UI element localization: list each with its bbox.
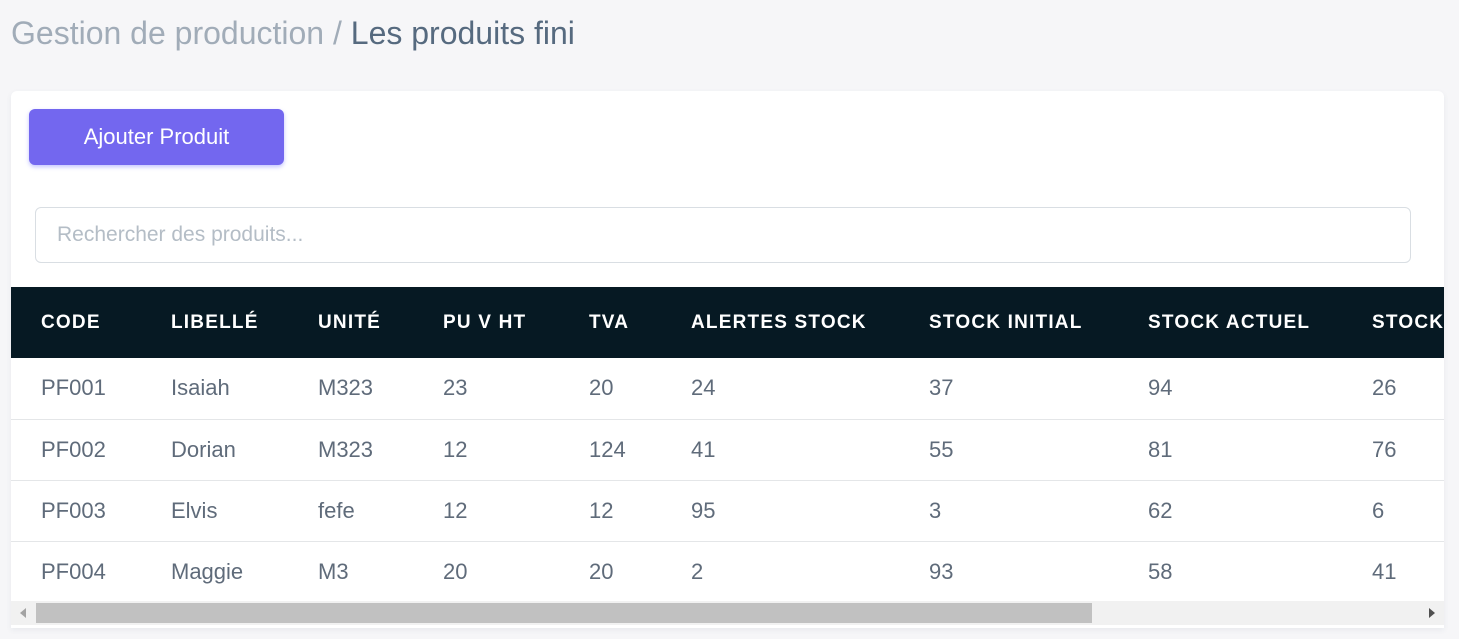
cell-pu-v-ht: 23 [443, 375, 468, 401]
cell-unite: M323 [318, 436, 374, 462]
breadcrumb-parent[interactable]: Gestion de production / [11, 15, 342, 51]
table-header-row: CODE LIBELLÉ UNITÉ PU V HT TVA ALERTES S… [11, 287, 1444, 358]
column-header-stock-initial[interactable]: STOCK INITIAL [929, 311, 1083, 333]
cell-stock-actuel: 81 [1148, 436, 1173, 462]
table-row[interactable]: PF004 Maggie M3 20 20 2 93 58 41 [11, 541, 1444, 600]
cell-stock-actuel: 62 [1148, 497, 1173, 523]
table-row[interactable]: PF001 Isaiah M323 23 20 24 37 94 26 [11, 358, 1444, 419]
cell-stock: 26 [1372, 375, 1397, 401]
cell-code: PF004 [41, 558, 106, 584]
cell-stock-initial: 3 [929, 497, 942, 523]
cell-stock: 6 [1372, 497, 1385, 523]
cell-code: PF002 [41, 436, 106, 462]
horizontal-scrollbar[interactable] [11, 601, 1444, 625]
cell-stock: 76 [1372, 436, 1397, 462]
column-header-libelle[interactable]: LIBELLÉ [171, 311, 259, 333]
cell-pu-v-ht: 20 [443, 558, 468, 584]
triangle-left-icon[interactable] [20, 608, 26, 618]
cell-stock: 41 [1372, 558, 1397, 584]
cell-code: PF001 [41, 375, 106, 401]
cell-alertes-stock: 2 [691, 558, 704, 584]
column-header-tva[interactable]: TVA [589, 311, 630, 333]
products-card: Ajouter Produit CODE LIBELLÉ UNITÉ PU V … [11, 91, 1444, 628]
table-row[interactable]: PF003 Elvis fefe 12 12 95 3 62 6 [11, 480, 1444, 541]
scrollbar-thumb[interactable] [36, 603, 1092, 623]
cell-unite: M323 [318, 375, 374, 401]
cell-stock-initial: 37 [929, 375, 954, 401]
cell-code: PF003 [41, 497, 106, 523]
column-header-pu-v-ht[interactable]: PU V HT [443, 311, 527, 333]
breadcrumb: Gestion de production / Les produits fin… [11, 12, 575, 54]
table-row[interactable]: PF002 Dorian M323 12 124 41 55 81 76 [11, 419, 1444, 480]
column-header-stock-actuel[interactable]: STOCK ACTUEL [1148, 311, 1311, 333]
column-header-code[interactable]: CODE [41, 311, 101, 333]
cell-pu-v-ht: 12 [443, 436, 468, 462]
cell-pu-v-ht: 12 [443, 497, 468, 523]
cell-stock-initial: 93 [929, 558, 954, 584]
cell-libelle: Isaiah [171, 375, 230, 401]
cell-unite: M3 [318, 558, 349, 584]
cell-stock-actuel: 58 [1148, 558, 1173, 584]
page-title: Les produits fini [350, 15, 575, 51]
cell-tva: 124 [589, 436, 626, 462]
cell-tva: 20 [589, 375, 614, 401]
column-header-alertes-stock[interactable]: ALERTES STOCK [691, 311, 867, 333]
search-input[interactable] [35, 207, 1411, 263]
cell-stock-initial: 55 [929, 436, 954, 462]
column-header-unite[interactable]: UNITÉ [318, 311, 381, 333]
products-table: CODE LIBELLÉ UNITÉ PU V HT TVA ALERTES S… [11, 287, 1444, 600]
cell-tva: 12 [589, 497, 614, 523]
column-header-stock[interactable]: STOCK [1372, 311, 1444, 333]
cell-alertes-stock: 24 [691, 375, 716, 401]
add-product-button[interactable]: Ajouter Produit [29, 109, 284, 165]
cell-libelle: Elvis [171, 497, 218, 523]
cell-unite: fefe [318, 497, 355, 523]
cell-libelle: Maggie [171, 558, 244, 584]
cell-libelle: Dorian [171, 436, 236, 462]
triangle-right-icon[interactable] [1429, 608, 1435, 618]
cell-alertes-stock: 95 [691, 497, 716, 523]
cell-alertes-stock: 41 [691, 436, 716, 462]
cell-tva: 20 [589, 558, 614, 584]
cell-stock-actuel: 94 [1148, 375, 1173, 401]
products-table-container: CODE LIBELLÉ UNITÉ PU V HT TVA ALERTES S… [11, 287, 1444, 600]
